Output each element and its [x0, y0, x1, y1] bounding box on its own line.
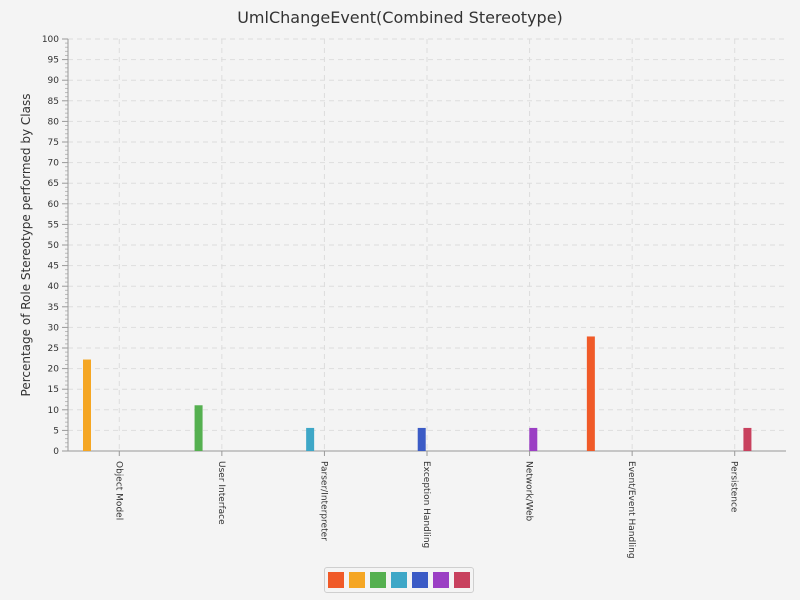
bar — [83, 359, 91, 451]
y-tick-label: 30 — [48, 323, 60, 333]
y-tick-label: 35 — [48, 303, 59, 313]
labels: 0 5 10 15 20 25 30 35 40 45 50 55 60 65 70 75 80 85 90 95 10… — [19, 35, 739, 559]
x-tick-label: User Interface — [216, 461, 226, 525]
y-tick-label: 25 — [48, 344, 59, 354]
legend-swatch — [454, 572, 470, 588]
legend-swatch — [349, 572, 365, 588]
x-tick-label: Exception Handling — [421, 461, 431, 548]
x-tick-label: Network/Web — [524, 461, 534, 522]
y-tick-label: 80 — [48, 117, 60, 127]
bar — [306, 427, 315, 451]
y-tick-label: 5 — [53, 426, 59, 436]
x-tick-label: Persistence — [729, 461, 739, 513]
bar — [417, 427, 426, 451]
x-tick-label: Object Model — [113, 461, 123, 520]
y-tick-label: 60 — [48, 200, 60, 210]
bar — [586, 336, 595, 451]
y-tick-label: 65 — [48, 179, 59, 189]
y-tick-label: 85 — [48, 97, 59, 107]
y-tick-label: 40 — [48, 282, 60, 292]
y-tick-label: 70 — [48, 159, 60, 169]
y-axis-label: Percentage of Role Stereotype performed … — [19, 94, 33, 397]
legend-swatch — [391, 572, 407, 588]
y-tick-label: 100 — [42, 35, 59, 45]
y-tick-label: 0 — [53, 447, 59, 457]
legend-swatch — [433, 572, 449, 588]
y-tick-label: 10 — [48, 406, 60, 416]
y-tick-label: 90 — [48, 76, 60, 86]
y-tick-label: 45 — [48, 262, 59, 272]
y-tick-label: 50 — [48, 241, 60, 251]
legend-swatch — [328, 572, 344, 588]
y-tick-label: 75 — [48, 138, 59, 148]
axes — [62, 38, 786, 456]
y-tick-label: 20 — [48, 365, 60, 375]
bar — [529, 427, 538, 451]
bars — [83, 336, 752, 451]
chart-title: UmlChangeEvent(Combined Stereotype) — [237, 8, 563, 27]
x-tick-label: Parser/Interpreter — [318, 461, 328, 541]
y-tick-label: 15 — [48, 385, 59, 395]
y-tick-label: 55 — [48, 220, 59, 230]
x-tick-label: Event/Event Handling — [626, 461, 636, 559]
legend-swatch — [412, 572, 428, 588]
legend — [324, 567, 474, 593]
y-tick-label: 95 — [48, 56, 59, 66]
bar — [743, 427, 752, 451]
grid — [68, 38, 786, 451]
bar — [194, 405, 203, 451]
legend-swatch — [370, 572, 386, 588]
